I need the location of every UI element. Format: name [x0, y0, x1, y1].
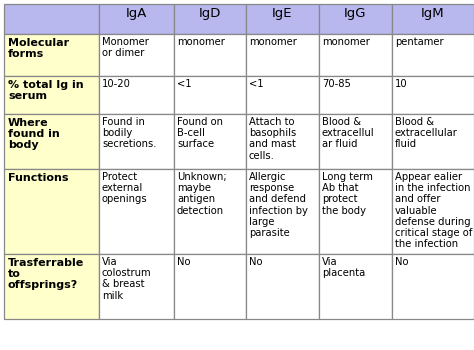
- Text: Long term
Ab that
protect
the body: Long term Ab that protect the body: [322, 172, 373, 216]
- Bar: [392, 34, 474, 76]
- Bar: [319, 254, 392, 319]
- Text: 10-20: 10-20: [102, 79, 131, 89]
- Bar: [319, 169, 392, 254]
- Bar: [392, 114, 474, 169]
- Text: <1: <1: [177, 79, 191, 89]
- Bar: [99, 76, 174, 114]
- Bar: [174, 169, 246, 254]
- Text: 10: 10: [395, 79, 408, 89]
- Text: Found in
bodily
secretions.: Found in bodily secretions.: [102, 117, 156, 149]
- Text: Found on
B-cell
surface: Found on B-cell surface: [177, 117, 223, 149]
- Bar: [4, 4, 99, 34]
- Text: Via
placenta: Via placenta: [322, 257, 365, 278]
- Bar: [392, 169, 474, 254]
- Text: Unknown;
maybe
antigen
detection: Unknown; maybe antigen detection: [177, 172, 227, 216]
- Bar: [319, 76, 392, 114]
- Bar: [319, 4, 392, 34]
- Text: Via
colostrum
& breast
milk: Via colostrum & breast milk: [102, 257, 152, 301]
- Bar: [392, 76, 474, 114]
- Text: Blood &
extracellular
fluid: Blood & extracellular fluid: [395, 117, 458, 149]
- Text: pentamer: pentamer: [395, 37, 444, 47]
- Text: Monomer
or dimer: Monomer or dimer: [102, 37, 149, 58]
- Bar: [174, 34, 246, 76]
- Bar: [174, 254, 246, 319]
- Bar: [246, 4, 319, 34]
- Bar: [174, 76, 246, 114]
- Text: Molecular
forms: Molecular forms: [8, 38, 69, 59]
- Bar: [4, 169, 99, 254]
- Text: Functions: Functions: [8, 173, 69, 183]
- Bar: [319, 114, 392, 169]
- Text: No: No: [177, 257, 191, 267]
- Bar: [4, 254, 99, 319]
- Text: <1: <1: [249, 79, 264, 89]
- Text: No: No: [249, 257, 263, 267]
- Text: Allergic
response
and defend
infection by
large
parasite: Allergic response and defend infection b…: [249, 172, 308, 238]
- Text: Appear ealier
in the infection
and offer
valuable
defense during
critical stage : Appear ealier in the infection and offer…: [395, 172, 473, 249]
- Text: IgE: IgE: [272, 7, 293, 20]
- Text: Where
found in
body: Where found in body: [8, 118, 60, 150]
- Bar: [246, 169, 319, 254]
- Bar: [99, 4, 174, 34]
- Text: 70-85: 70-85: [322, 79, 351, 89]
- Bar: [4, 114, 99, 169]
- Bar: [392, 4, 474, 34]
- Bar: [319, 34, 392, 76]
- Bar: [174, 114, 246, 169]
- Text: Blood &
extracellul
ar fluid: Blood & extracellul ar fluid: [322, 117, 374, 149]
- Bar: [4, 76, 99, 114]
- Text: % total Ig in
serum: % total Ig in serum: [8, 80, 83, 101]
- Text: Attach to
basophils
and mast
cells.: Attach to basophils and mast cells.: [249, 117, 296, 161]
- Bar: [246, 114, 319, 169]
- Bar: [174, 4, 246, 34]
- Bar: [246, 254, 319, 319]
- Text: Trasferrable
to
offsprings?: Trasferrable to offsprings?: [8, 258, 84, 290]
- Text: Protect
external
openings: Protect external openings: [102, 172, 147, 204]
- Bar: [392, 254, 474, 319]
- Text: No: No: [395, 257, 409, 267]
- Text: monomer: monomer: [177, 37, 225, 47]
- Text: monomer: monomer: [322, 37, 370, 47]
- Text: IgA: IgA: [126, 7, 147, 20]
- Bar: [99, 254, 174, 319]
- Bar: [4, 34, 99, 76]
- Text: monomer: monomer: [249, 37, 297, 47]
- Bar: [99, 169, 174, 254]
- Bar: [246, 76, 319, 114]
- Text: IgM: IgM: [421, 7, 445, 20]
- Text: IgD: IgD: [199, 7, 221, 20]
- Bar: [99, 34, 174, 76]
- Bar: [99, 114, 174, 169]
- Bar: [246, 34, 319, 76]
- Text: IgG: IgG: [344, 7, 367, 20]
